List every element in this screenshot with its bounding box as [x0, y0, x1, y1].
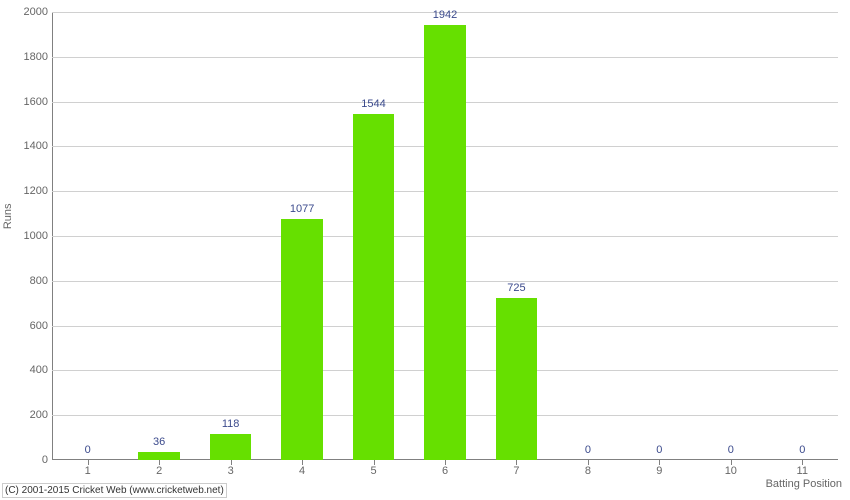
bar-value-label: 0 — [799, 444, 805, 456]
bar — [496, 298, 537, 460]
x-tick-label: 1 — [85, 465, 91, 477]
bar — [281, 219, 322, 460]
y-tick-label: 600 — [30, 320, 48, 332]
bar — [138, 452, 179, 460]
x-tick-label: 11 — [797, 465, 808, 477]
x-tick-label: 3 — [228, 465, 234, 477]
y-tick-label: 800 — [30, 275, 48, 287]
bar-value-label: 1544 — [361, 98, 385, 110]
bar — [424, 25, 465, 460]
y-tick-label: 400 — [30, 364, 48, 376]
y-tick-label: 1600 — [24, 96, 48, 108]
y-tick-label: 1400 — [24, 140, 48, 152]
bar-value-label: 0 — [585, 444, 591, 456]
y-tick-label: 0 — [42, 454, 48, 466]
x-tick-label: 9 — [656, 465, 662, 477]
y-tick-label: 200 — [30, 409, 48, 421]
x-tick-label: 6 — [442, 465, 448, 477]
bar-value-label: 36 — [153, 436, 165, 448]
x-tick-label: 5 — [370, 465, 376, 477]
bar — [210, 434, 251, 460]
y-tick-label: 1800 — [24, 51, 48, 63]
bar-chart: 0361181077154419427250000 Runs Batting P… — [0, 0, 850, 500]
bar-value-label: 0 — [728, 444, 734, 456]
bar-value-label: 1942 — [433, 9, 457, 21]
bar-value-label: 0 — [656, 444, 662, 456]
y-tick-label: 2000 — [24, 6, 48, 18]
x-tick-label: 7 — [513, 465, 519, 477]
bar-value-label: 0 — [85, 444, 91, 456]
y-axis-title: Runs — [2, 203, 14, 229]
x-tick-label: 2 — [156, 465, 162, 477]
copyright-label: (C) 2001-2015 Cricket Web (www.cricketwe… — [2, 483, 227, 498]
y-tick-label: 1200 — [24, 185, 48, 197]
x-tick-label: 10 — [725, 465, 737, 477]
bar-value-label: 118 — [222, 418, 240, 430]
plot-area: 0 36 118 1077 1544 1942 725 0 0 0 0 — [52, 12, 838, 460]
y-tick-label: 1000 — [24, 230, 48, 242]
bar-value-label: 1077 — [290, 203, 314, 215]
bar — [353, 114, 394, 460]
bar-value-label: 725 — [507, 282, 525, 294]
x-axis-title: Batting Position — [766, 478, 842, 490]
x-tick-label: 4 — [299, 465, 305, 477]
x-tick-label: 8 — [585, 465, 591, 477]
